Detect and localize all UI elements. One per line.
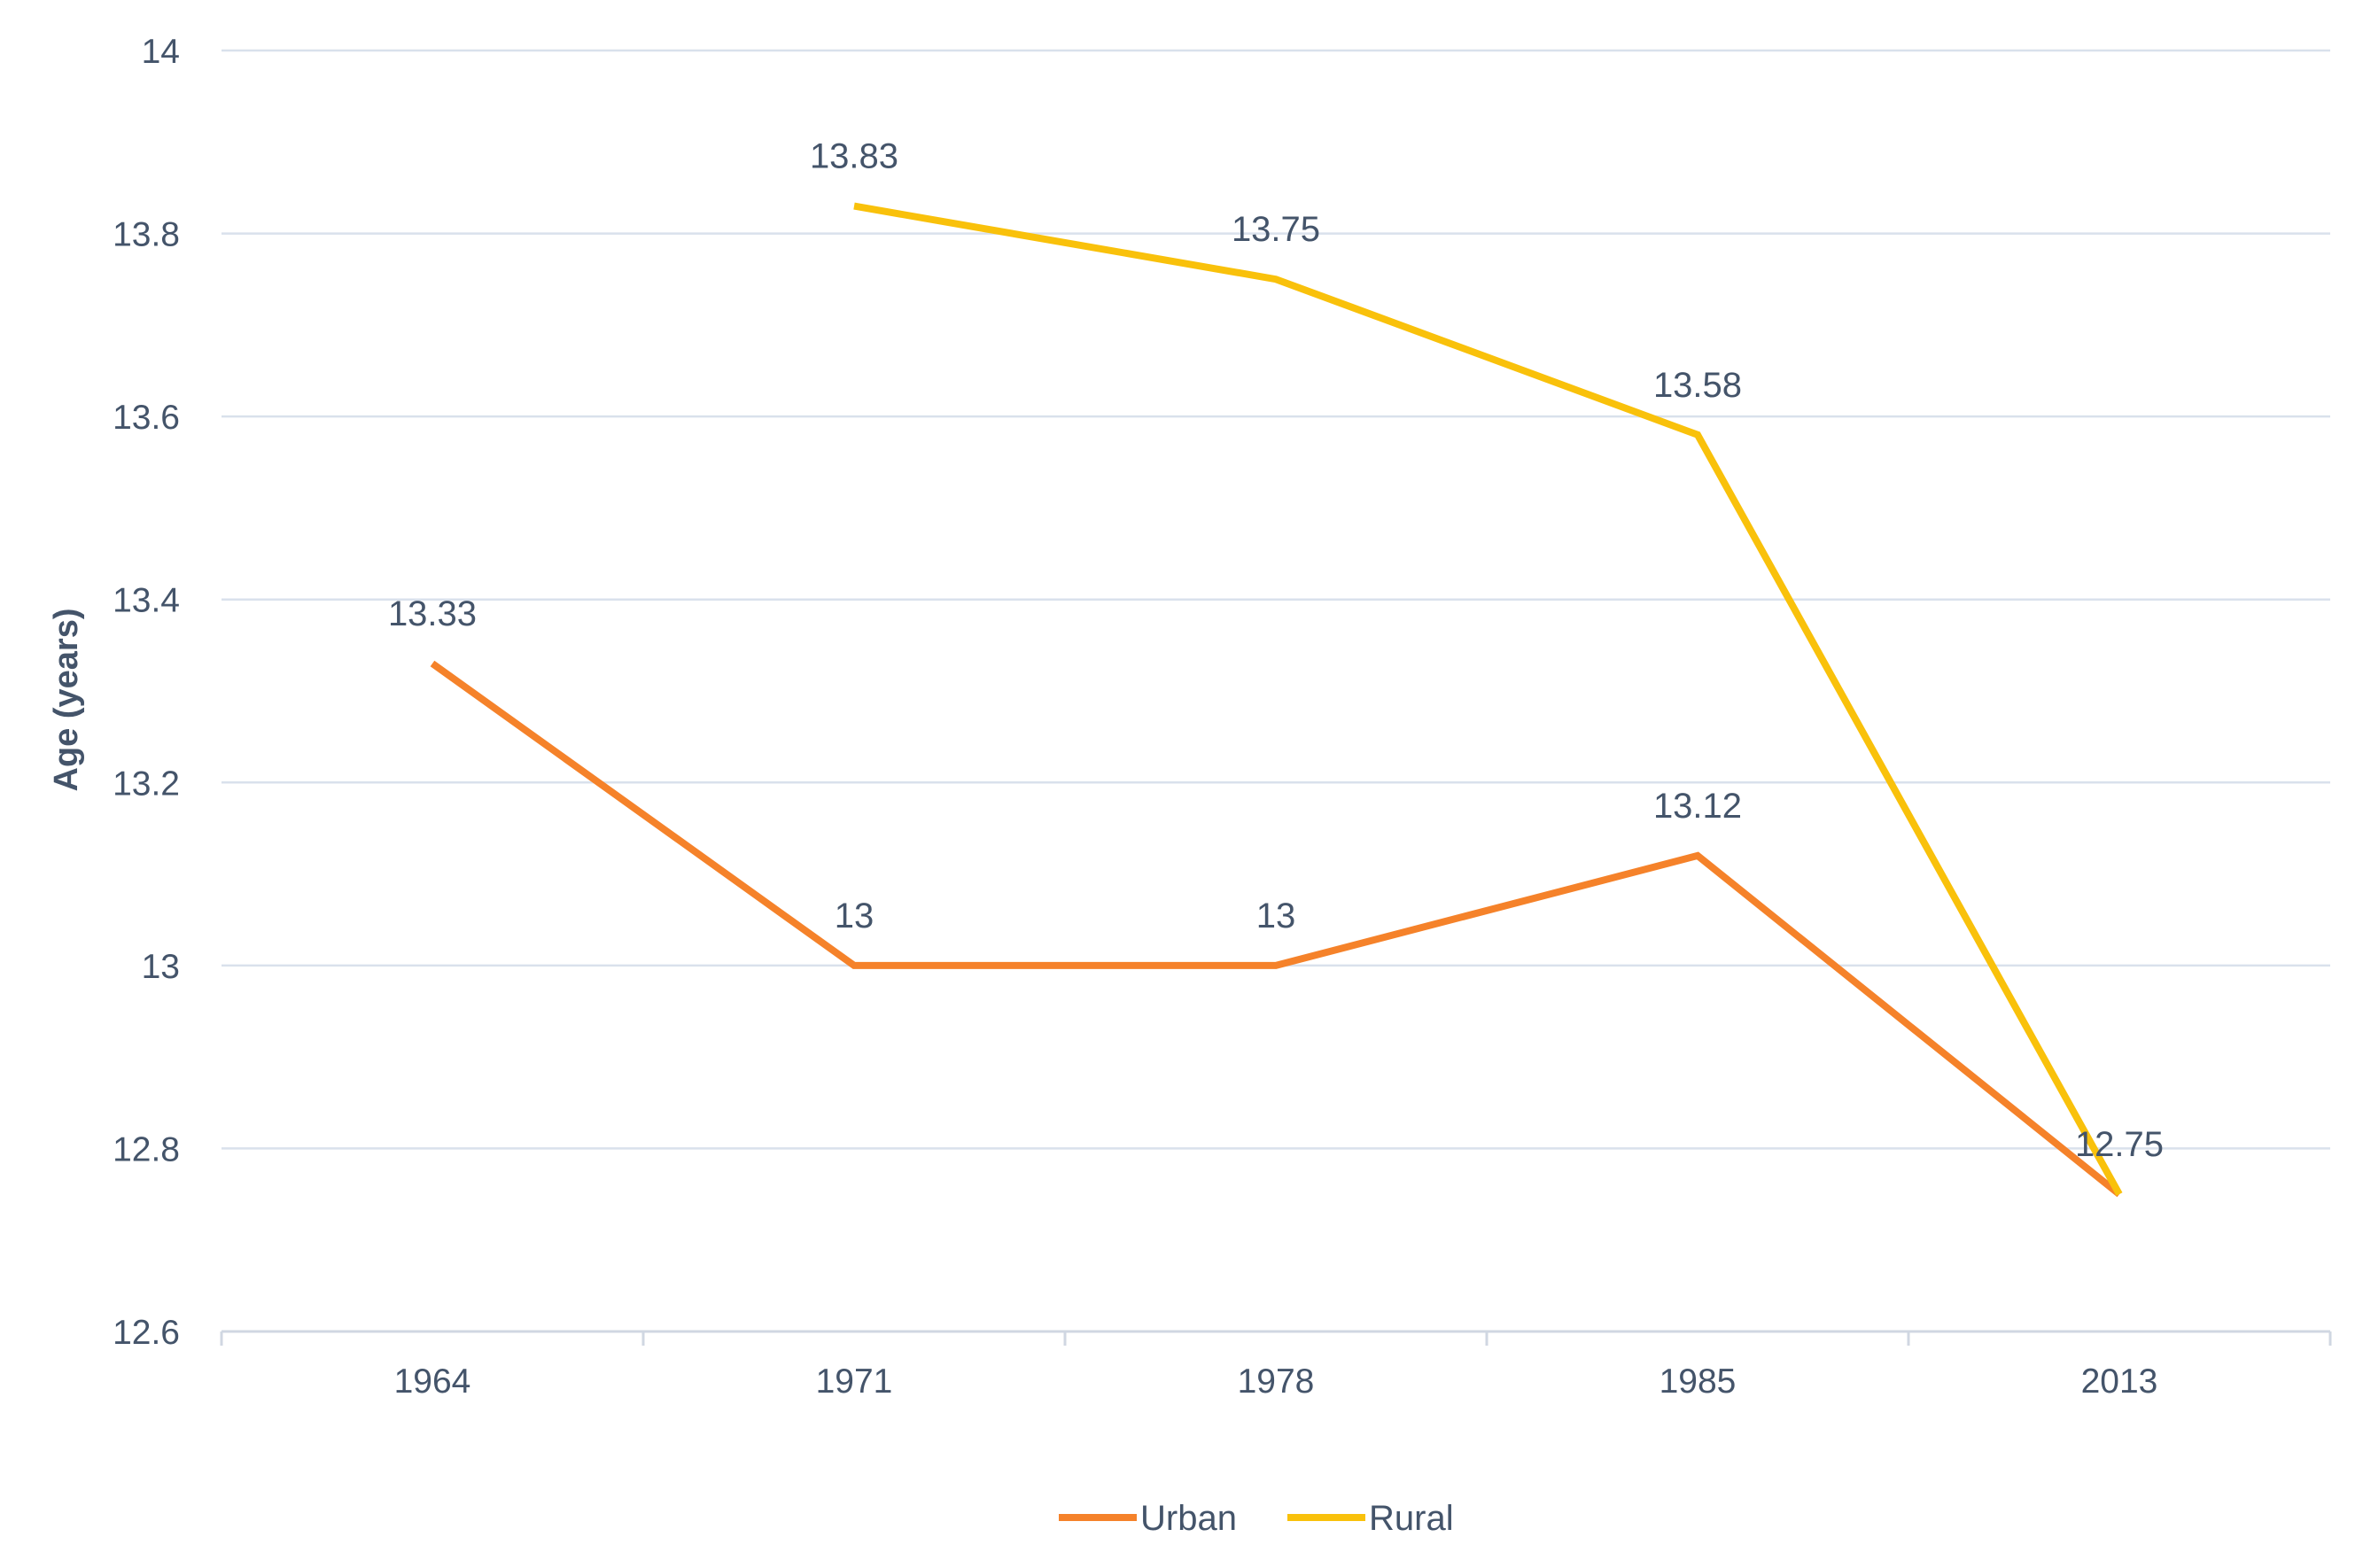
series-lines [430,202,2123,1198]
y-tick-label: 14 [142,33,180,71]
x-tick-label: 1971 [816,1362,893,1401]
x-tick-label: 1978 [1238,1362,1315,1401]
legend-label-rural: Rural [1369,1499,1454,1538]
x-tick-label: 1985 [1660,1362,1737,1401]
y-tick-label: 13.2 [113,765,180,803]
data-label-rural: 13.75 [1232,210,1320,249]
data-labels: 13.33 13 13 13.12 13.83 13.75 13.58 12.75 [388,137,2164,1164]
axes: 14 13.8 13.6 13.4 13.2 13 12.8 12.6 1964 1971 1978… [113,33,2332,1401]
y-tick-label: 13 [142,948,180,986]
y-tick-label: 12.8 [113,1130,180,1168]
y-tick-label: 13.6 [113,399,180,437]
series-line-urban [430,660,2122,1198]
data-label-urban: 13 [835,897,874,935]
data-label-urban: 13.12 [1653,787,1742,826]
y-axis-title: Age (years) [48,609,85,792]
data-label-rural: 12.75 [2075,1125,2164,1164]
y-tick-label: 13.4 [113,582,180,620]
y-tick-label: 13.8 [113,216,180,254]
legend: Urban Rural [1059,1499,1454,1538]
legend-label-urban: Urban [1140,1499,1237,1538]
data-label-urban: 13 [1256,897,1296,935]
x-tick-label: 1964 [394,1362,471,1401]
y-tick-label: 12.6 [113,1314,180,1352]
data-label-rural: 13.83 [810,137,898,176]
series-line-rural [853,202,2123,1197]
data-label-urban: 13.33 [388,594,477,633]
x-tick-label: 2013 [2081,1362,2158,1401]
data-label-rural: 13.58 [1653,366,1742,405]
